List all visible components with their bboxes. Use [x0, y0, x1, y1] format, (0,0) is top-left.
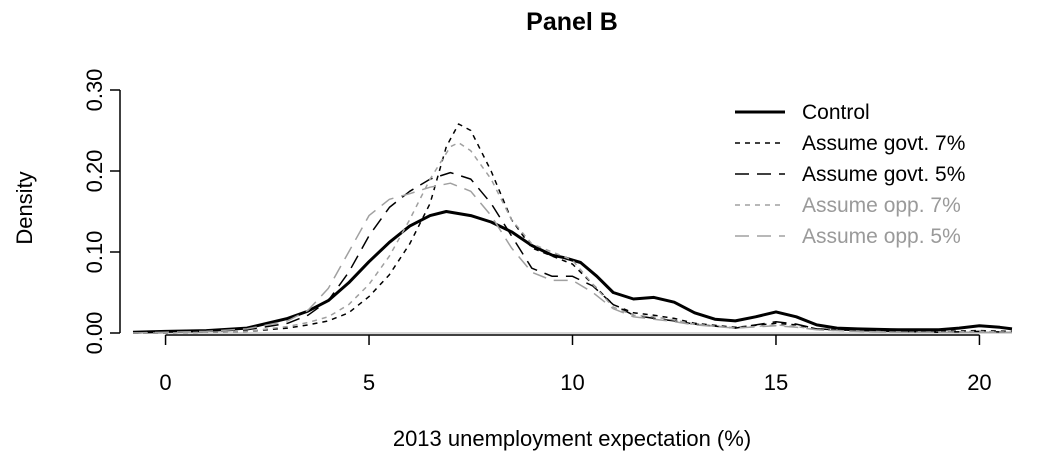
legend-item: Control: [735, 101, 870, 124]
x-tick-label: 10: [560, 370, 584, 395]
legend-item: Assume opp. 7%: [735, 194, 961, 217]
y-tick-label: 0.00: [82, 312, 107, 355]
legend-item: Assume govt. 7%: [735, 132, 965, 155]
legend-item: Assume opp. 5%: [735, 225, 961, 248]
legend-label: Assume govt. 5%: [802, 163, 965, 186]
x-axis-label: 2013 unemployment expectation (%): [393, 426, 751, 451]
legend-label: Assume opp. 5%: [802, 225, 961, 248]
y-tick-label: 0.20: [82, 150, 107, 193]
y-tick-label: 0.10: [82, 231, 107, 274]
series-line-4: [133, 141, 1013, 334]
chart-title: Panel B: [526, 8, 618, 36]
x-tick-label: 0: [159, 370, 171, 395]
legend-label: Assume govt. 7%: [802, 132, 965, 155]
x-axis: 0 5 10 15 20: [159, 334, 992, 395]
legend-label: Control: [802, 101, 870, 124]
plot-area: [132, 123, 1013, 334]
series-line-1: [132, 210, 1013, 334]
y-axis: 0.00 0.10 0.20 0.30: [82, 69, 121, 355]
legend-label: Assume opp. 7%: [802, 194, 961, 217]
y-axis-label: Density: [12, 171, 37, 244]
y-tick-label: 0.30: [82, 69, 107, 112]
legend-item: Assume govt. 5%: [735, 163, 965, 186]
series-line-3: [132, 171, 1013, 334]
legend: Control Assume govt. 7% Assume govt. 5% Ass…: [735, 101, 965, 248]
x-tick-label: 5: [363, 370, 375, 395]
x-tick-label: 15: [764, 370, 788, 395]
series-line-5: [132, 182, 1012, 334]
x-tick-label: 20: [967, 370, 991, 395]
